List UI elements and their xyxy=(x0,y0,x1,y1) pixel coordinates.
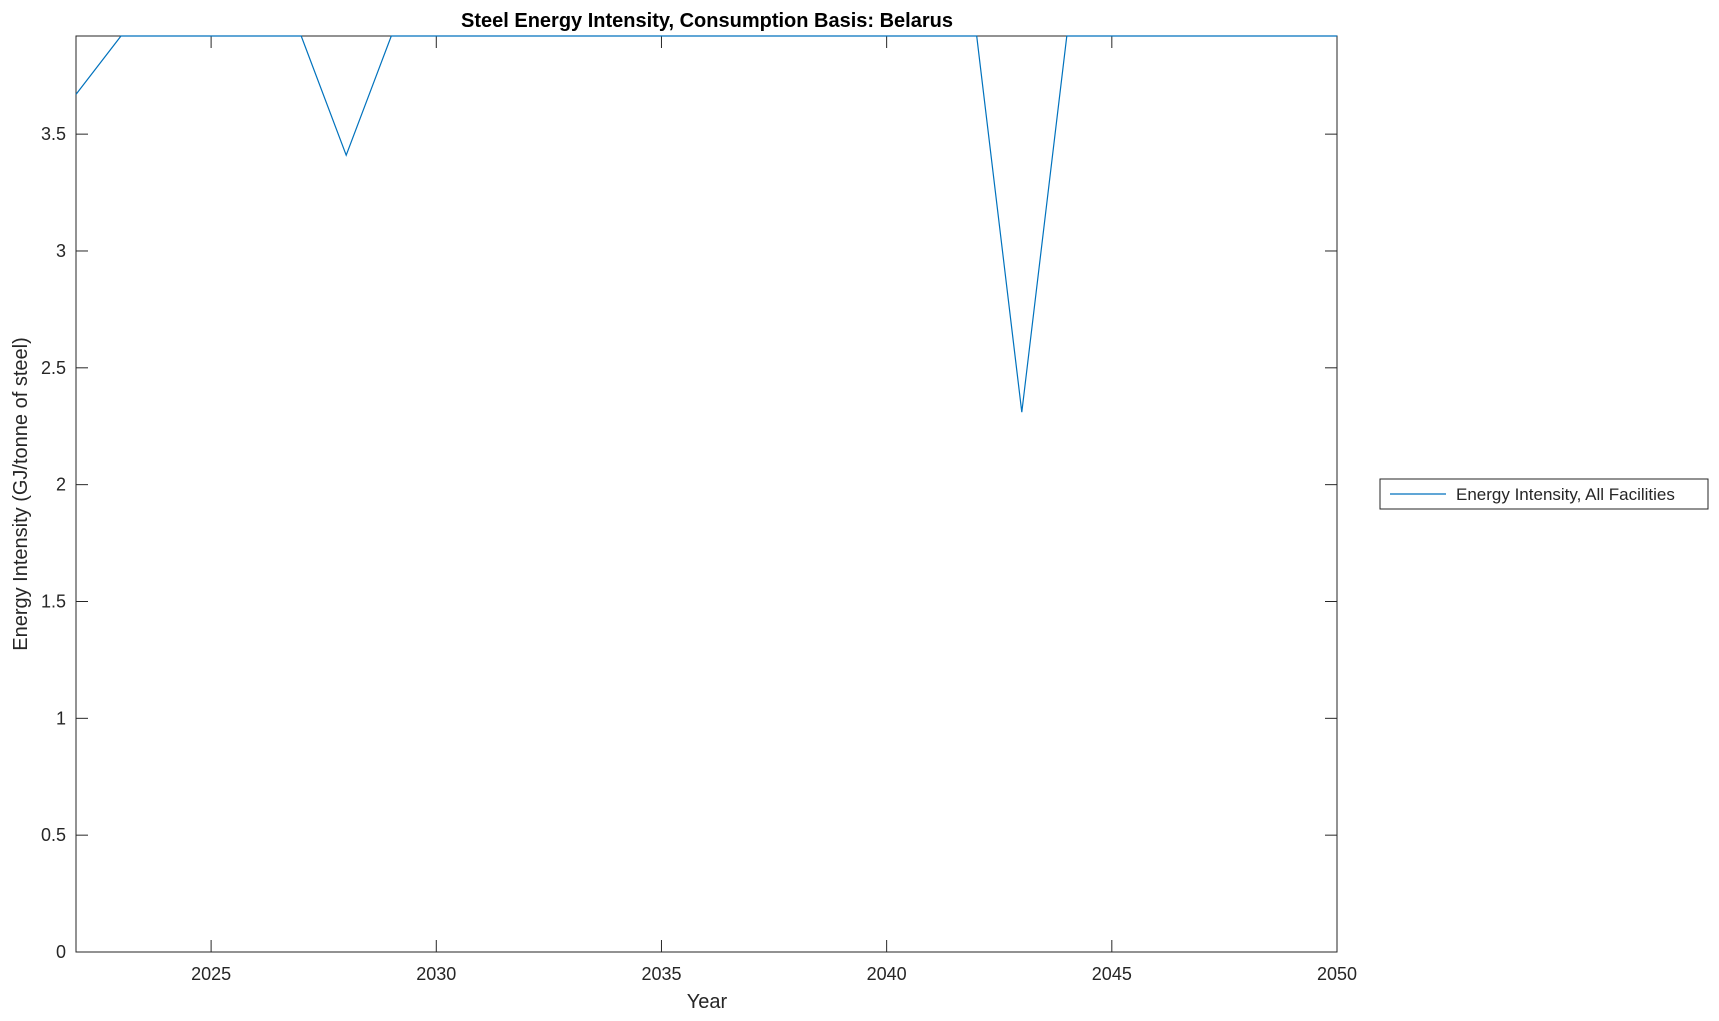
y-tick-label: 1 xyxy=(56,708,66,728)
axes: 2025 2030 2035 2040 2045 2050 0 0.5 1 1.5 2 2.5 3 3.5 xyxy=(41,35,1357,984)
x-tick-label: 2035 xyxy=(641,964,681,984)
x-tick-label: 2045 xyxy=(1092,964,1132,984)
legend[interactable]: Energy Intensity, All Facilities xyxy=(1379,478,1709,510)
y-tick-label: 3.5 xyxy=(41,124,66,144)
series-line xyxy=(75,35,1337,413)
x-tick-label: 2050 xyxy=(1317,964,1357,984)
y-tick-label: 3 xyxy=(56,241,66,261)
y-axis-label: Energy Intensity (GJ/tonne of steel) xyxy=(10,337,32,651)
y-tick-label: 2 xyxy=(56,475,66,495)
y-tick-label: 0 xyxy=(56,942,66,962)
x-tick-label: 2025 xyxy=(191,964,231,984)
y-tick-label: 2.5 xyxy=(41,358,66,378)
y-tick-label: 1.5 xyxy=(41,591,66,611)
x-tick-label: 2030 xyxy=(416,964,456,984)
x-axis-label: Year xyxy=(687,991,728,1013)
chart-title: Steel Energy Intensity, Consumption Basi… xyxy=(461,10,953,32)
y-tick-label: 0.5 xyxy=(41,825,66,845)
x-tick-label: 2040 xyxy=(867,964,907,984)
legend-label: Energy Intensity, All Facilities xyxy=(1456,485,1675,504)
plot-area-box xyxy=(75,35,1338,953)
